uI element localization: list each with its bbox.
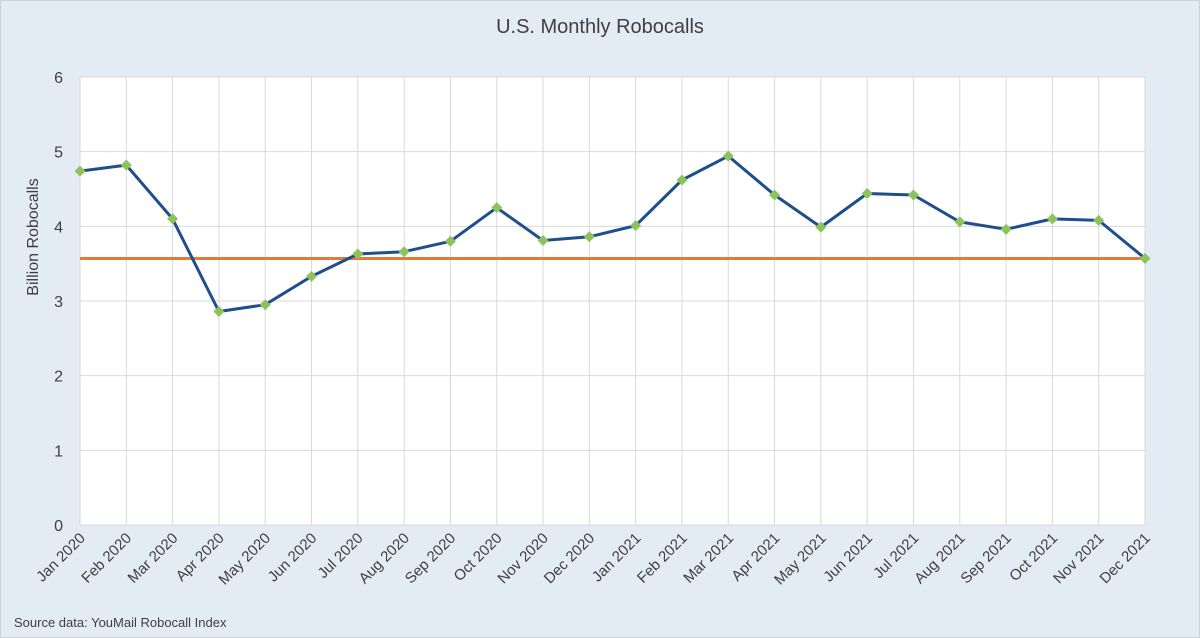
data-point-marker <box>398 246 410 258</box>
data-point-marker <box>1139 252 1151 264</box>
data-point-marker <box>259 299 271 311</box>
data-point-marker <box>630 220 642 232</box>
y-tick-label: 4 <box>54 219 63 236</box>
series-line <box>79 154 1146 313</box>
data-point-marker <box>120 159 132 171</box>
data-point-marker <box>815 221 827 233</box>
data-point-marker <box>491 202 503 214</box>
data-point-marker <box>1046 213 1058 225</box>
data-point-marker <box>444 235 456 247</box>
data-point-marker <box>769 189 781 201</box>
data-point-marker <box>74 165 86 177</box>
data-point-marker <box>861 187 873 199</box>
data-point-marker <box>213 305 225 317</box>
y-tick-label: 3 <box>54 294 63 311</box>
y-tick-label: 0 <box>54 518 63 535</box>
data-point-marker <box>722 150 734 162</box>
y-tick-label: 5 <box>54 145 63 162</box>
y-axis-label: Billion Robocalls <box>25 178 42 295</box>
source-note: Source data: YouMail Robocall Index <box>14 615 227 630</box>
data-point-marker <box>676 174 688 186</box>
data-point-marker <box>352 248 364 260</box>
y-tick-label: 1 <box>54 443 63 460</box>
grid-lines <box>79 76 1146 526</box>
data-point-marker <box>907 189 919 201</box>
data-point-marker <box>1000 223 1012 235</box>
y-tick-label: 6 <box>54 70 63 87</box>
chart-title: U.S. Monthly Robocalls <box>496 16 704 38</box>
data-point-marker <box>167 213 179 225</box>
marker-group <box>74 150 1151 317</box>
y-tick-labels: 0 1 2 3 4 5 6 <box>54 70 63 535</box>
data-point-marker <box>537 235 549 247</box>
data-point-marker <box>954 216 966 228</box>
data-point-marker <box>1093 214 1105 226</box>
data-point-marker <box>583 231 595 243</box>
data-point-marker <box>306 270 318 282</box>
y-tick-label: 2 <box>54 369 63 386</box>
series-group <box>79 154 1146 313</box>
